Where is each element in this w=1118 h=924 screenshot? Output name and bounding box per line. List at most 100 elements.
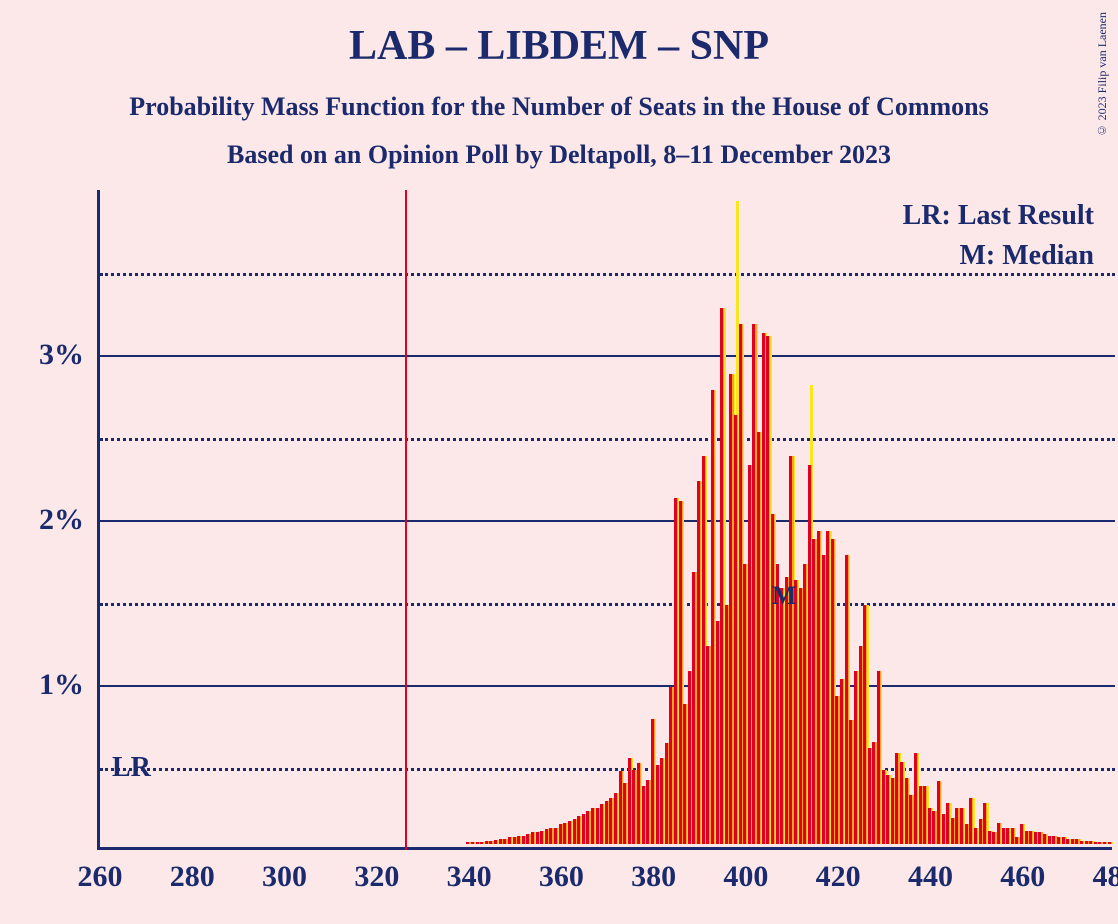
bar bbox=[877, 671, 880, 844]
bar bbox=[1043, 834, 1046, 844]
bar bbox=[471, 842, 474, 844]
bar bbox=[503, 839, 506, 844]
x-axis-label: 440 bbox=[908, 860, 953, 894]
bar bbox=[822, 555, 825, 844]
bar bbox=[582, 814, 585, 844]
bar bbox=[642, 786, 645, 844]
bar bbox=[600, 804, 603, 844]
bar bbox=[563, 823, 566, 844]
bar bbox=[785, 577, 788, 844]
bar bbox=[536, 832, 539, 844]
bar bbox=[632, 770, 635, 844]
bar bbox=[900, 762, 903, 845]
x-axis-label: 380 bbox=[631, 860, 676, 894]
bar bbox=[1062, 837, 1065, 844]
bar bbox=[716, 621, 719, 844]
bar bbox=[1002, 828, 1005, 845]
bar bbox=[965, 824, 968, 844]
bar bbox=[914, 753, 917, 844]
bar bbox=[942, 814, 945, 844]
bar bbox=[886, 775, 889, 844]
gridline bbox=[100, 685, 1115, 687]
bar bbox=[835, 696, 838, 845]
bar bbox=[739, 324, 742, 844]
bar bbox=[499, 839, 502, 844]
bar bbox=[817, 531, 820, 845]
x-axis-label: 460 bbox=[1000, 860, 1045, 894]
gridline-minor bbox=[100, 273, 1115, 276]
gridline-minor bbox=[100, 768, 1115, 771]
bar bbox=[526, 834, 529, 844]
bar bbox=[646, 780, 649, 844]
bar bbox=[669, 687, 672, 844]
bar bbox=[919, 786, 922, 844]
bar bbox=[623, 783, 626, 844]
bar bbox=[637, 763, 640, 844]
bar bbox=[988, 831, 991, 844]
bar bbox=[974, 828, 977, 845]
lr-label: LR bbox=[112, 752, 151, 784]
bar bbox=[688, 671, 691, 844]
chart-area: LR: Last Result M: Median 1%2%3%26028030… bbox=[97, 190, 1112, 850]
bar bbox=[992, 832, 995, 844]
x-axis-label: 300 bbox=[262, 860, 307, 894]
bar bbox=[660, 758, 663, 844]
bar bbox=[545, 829, 548, 844]
bar bbox=[702, 456, 705, 844]
chart-subtitle-1: Probability Mass Function for the Number… bbox=[0, 70, 1118, 122]
bar bbox=[591, 808, 594, 844]
bar bbox=[1052, 836, 1055, 844]
chart-container: LR: Last Result M: Median 1%2%3%26028030… bbox=[97, 190, 1112, 850]
bar bbox=[513, 837, 516, 844]
bar bbox=[1020, 824, 1023, 844]
bar bbox=[863, 605, 866, 844]
bar bbox=[711, 390, 714, 844]
bar bbox=[531, 832, 534, 844]
bar bbox=[812, 539, 815, 844]
bar bbox=[466, 842, 469, 844]
bar bbox=[628, 758, 631, 844]
bar bbox=[872, 742, 875, 844]
bar bbox=[619, 771, 622, 844]
bar bbox=[1103, 842, 1106, 844]
lr-line bbox=[405, 190, 407, 850]
gridline-minor bbox=[100, 438, 1115, 441]
bar bbox=[946, 803, 949, 844]
bar bbox=[997, 823, 1000, 844]
gridline-minor bbox=[100, 603, 1115, 606]
bar bbox=[799, 588, 802, 844]
bar bbox=[725, 605, 728, 844]
bar bbox=[1038, 832, 1041, 844]
bar bbox=[808, 465, 811, 845]
bar bbox=[485, 841, 488, 844]
bar bbox=[979, 819, 982, 844]
bar bbox=[568, 821, 571, 844]
bar bbox=[476, 842, 479, 844]
bar bbox=[674, 498, 677, 845]
bar bbox=[1057, 837, 1060, 844]
bar bbox=[882, 770, 885, 844]
bar bbox=[720, 308, 723, 844]
bar bbox=[480, 842, 483, 844]
bar bbox=[665, 743, 668, 844]
bar bbox=[748, 465, 751, 845]
bar bbox=[849, 720, 852, 844]
bar bbox=[905, 778, 908, 844]
bar bbox=[757, 432, 760, 845]
bar bbox=[1025, 831, 1028, 844]
bar bbox=[522, 836, 525, 844]
gridline bbox=[100, 520, 1115, 522]
bar bbox=[656, 765, 659, 844]
bar bbox=[780, 588, 783, 844]
bar bbox=[1029, 831, 1032, 844]
bar bbox=[840, 679, 843, 844]
bar bbox=[923, 786, 926, 844]
bar bbox=[1034, 832, 1037, 844]
bar bbox=[752, 324, 755, 844]
bar bbox=[540, 831, 543, 844]
bar bbox=[789, 456, 792, 844]
bar bbox=[706, 646, 709, 844]
gridline bbox=[100, 355, 1115, 357]
legend-lr: LR: Last Result bbox=[903, 200, 1094, 232]
bar bbox=[1071, 839, 1074, 844]
